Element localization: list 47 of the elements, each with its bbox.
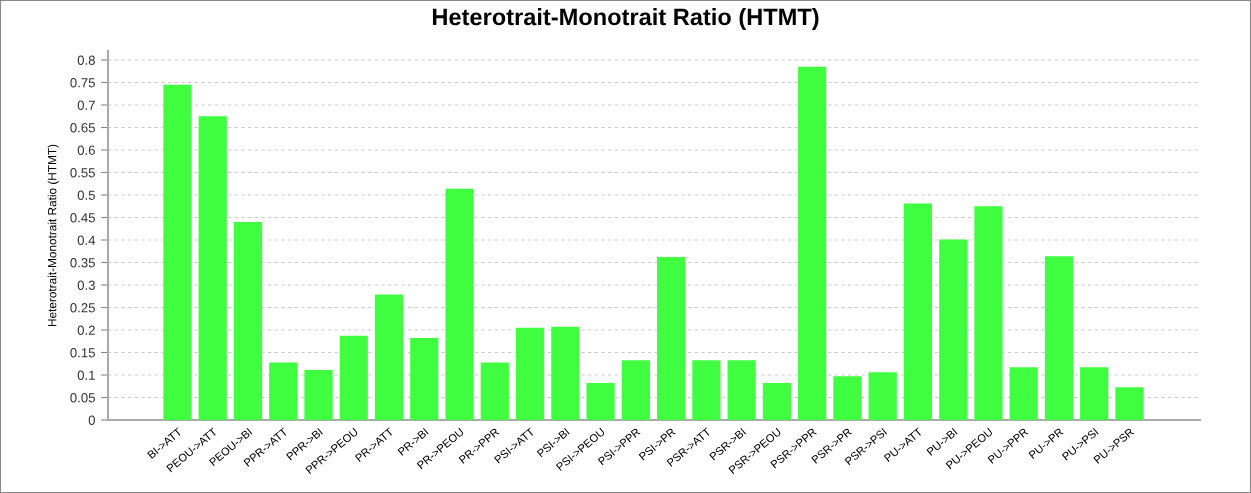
bar <box>1115 387 1144 420</box>
bar <box>833 376 862 420</box>
bar <box>762 383 791 420</box>
bar <box>551 326 580 420</box>
y-tick-label: 0.35 <box>70 258 95 268</box>
bar <box>621 360 650 420</box>
chart-title: Heterotrait-Monotrait Ratio (HTMT) <box>432 8 819 30</box>
bar <box>974 206 1003 420</box>
y-tick-label: 0.3 <box>77 280 95 290</box>
y-tick-label: 0.1 <box>77 370 95 380</box>
y-tick-label: 0 <box>88 415 95 425</box>
bar <box>515 327 545 420</box>
y-axis-title: Heterotrait-Monotrait Ratio (HTMT) <box>47 144 59 327</box>
bar <box>903 203 933 420</box>
bar <box>1044 256 1074 420</box>
y-tick-label: 0.2 <box>77 325 95 335</box>
bar <box>1080 367 1109 420</box>
bar <box>304 370 333 420</box>
y-tick-label: 0.8 <box>77 55 95 65</box>
y-tick-label: 0.4 <box>77 235 96 245</box>
bar <box>445 188 474 420</box>
y-tick-label: 0.15 <box>70 348 95 358</box>
y-tick-label: 0.6 <box>77 145 95 155</box>
bar <box>339 335 368 420</box>
y-tick-label: 0.55 <box>70 168 95 178</box>
bar <box>480 362 509 420</box>
bar <box>727 360 756 420</box>
bar <box>198 116 227 420</box>
bar <box>163 84 192 420</box>
bar <box>233 222 263 420</box>
bar <box>657 257 686 420</box>
bar <box>586 383 615 420</box>
bar <box>1009 367 1038 420</box>
bar <box>410 338 439 420</box>
bar <box>692 360 721 420</box>
y-tick-label: 0.7 <box>77 100 95 110</box>
bar <box>374 294 404 420</box>
bar <box>269 362 298 420</box>
y-tick-label: 0.25 <box>70 303 95 313</box>
y-tick-label: 0.75 <box>70 78 95 88</box>
y-tick-label: 0.5 <box>77 190 95 200</box>
y-tick-label: 0.65 <box>70 123 95 133</box>
bar <box>798 66 827 420</box>
bar <box>939 239 968 420</box>
bar <box>868 372 897 420</box>
y-tick-label: 0.05 <box>70 393 95 403</box>
y-tick-label: 0.45 <box>70 213 95 223</box>
